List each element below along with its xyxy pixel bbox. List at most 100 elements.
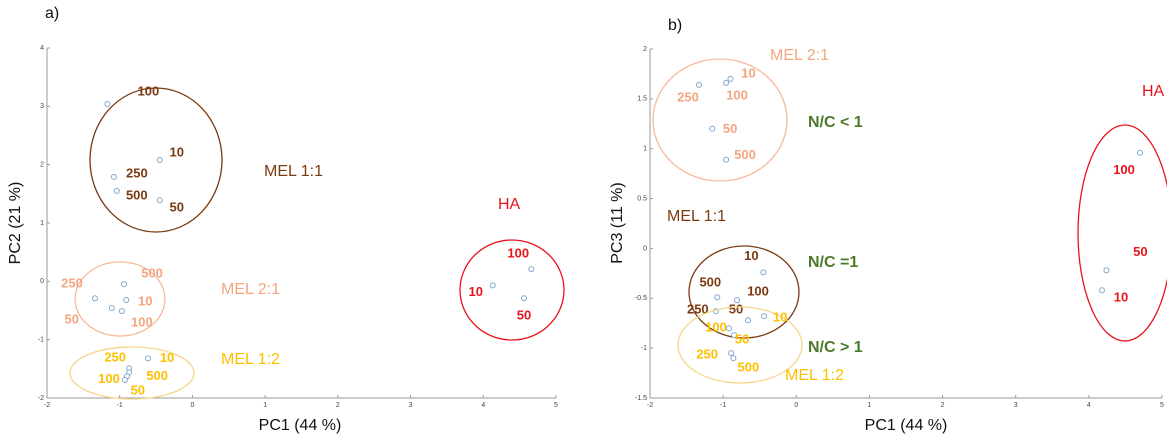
- y-tick-label: -2: [38, 395, 44, 402]
- y-tick-label: 0: [643, 245, 647, 252]
- point: [725, 325, 732, 332]
- point-label: 100: [705, 320, 727, 335]
- point-label: 10: [1114, 290, 1128, 305]
- point-label: 100: [747, 284, 769, 299]
- point: [723, 79, 730, 86]
- x-tick-label: 3: [1014, 402, 1018, 409]
- x-tick-label: 5: [554, 402, 558, 409]
- point: [731, 332, 738, 339]
- point-label: 100: [138, 83, 160, 98]
- y-tick-label: -1: [38, 337, 44, 344]
- point: [528, 266, 535, 273]
- x-tick-label: 1: [263, 402, 267, 409]
- x-tick-label: -2: [44, 402, 50, 409]
- group-name: MEL 1:2: [221, 351, 280, 368]
- point: [1137, 149, 1144, 156]
- panel-label: a): [45, 5, 59, 22]
- y-tick-label: 1: [643, 146, 647, 153]
- point: [104, 101, 111, 107]
- point-label: 500: [699, 275, 721, 290]
- point: [760, 269, 767, 276]
- point-label: 500: [738, 360, 760, 375]
- point-label: 100: [507, 246, 529, 261]
- panel-label: b): [668, 17, 682, 34]
- point-label: 250: [126, 165, 148, 180]
- point: [709, 125, 716, 132]
- group-ellipse: [1077, 124, 1167, 342]
- y-tick-label: 0: [40, 278, 44, 285]
- point: [121, 376, 128, 383]
- y-tick-label: 4: [40, 45, 44, 52]
- point-label: 100: [98, 371, 120, 386]
- point: [113, 187, 120, 194]
- point-label: 250: [696, 347, 718, 362]
- group-ellipse: [677, 306, 803, 384]
- y-axis-label: PC2 (21 %): [7, 182, 24, 265]
- annotation: N/C > 1: [808, 339, 863, 356]
- point: [734, 297, 741, 304]
- group-ellipse: [688, 245, 800, 339]
- point: [730, 355, 737, 362]
- group-name: HA: [1142, 83, 1165, 100]
- point: [110, 173, 117, 180]
- point: [108, 305, 115, 312]
- point: [1103, 267, 1110, 274]
- point: [118, 308, 125, 315]
- point: [121, 281, 128, 288]
- point: [1099, 287, 1106, 294]
- point-label: 10: [741, 65, 755, 80]
- group-name: MEL 1:2: [785, 367, 844, 384]
- y-tick-label: -0.5: [635, 295, 647, 302]
- y-tick-label: 0.5: [637, 195, 647, 202]
- x-tick-label: 4: [481, 402, 485, 409]
- point-label: 100: [131, 315, 153, 330]
- point: [521, 295, 528, 302]
- y-tick-label: 1.5: [637, 96, 647, 103]
- x-tick-label: -2: [647, 402, 653, 409]
- point: [714, 294, 721, 301]
- point: [91, 295, 98, 302]
- y-tick-label: 2: [643, 46, 647, 53]
- group-name: MEL 1:1: [264, 163, 323, 180]
- x-tick-label: 0: [794, 402, 798, 409]
- point-label: 250: [687, 302, 709, 317]
- y-axis-label: PC3 (11 %): [609, 182, 626, 264]
- group-name: MEL 2:1: [770, 47, 829, 64]
- y-tick-label: 3: [40, 103, 44, 110]
- point-label: 50: [723, 121, 737, 136]
- y-tick-label: 2: [40, 162, 44, 169]
- group-ellipse: [652, 58, 788, 182]
- annotation: N/C < 1: [808, 114, 863, 131]
- point: [723, 156, 730, 163]
- y-tick-label: -1: [641, 345, 647, 352]
- point: [727, 75, 734, 82]
- point-label: 10: [160, 350, 174, 365]
- annotation: N/C =1: [808, 254, 858, 271]
- point-label: 100: [1113, 162, 1135, 177]
- point-label: 500: [734, 147, 756, 162]
- group-ellipse: [69, 346, 195, 400]
- group-ellipse: [74, 261, 166, 337]
- group-ellipse: [89, 87, 223, 233]
- point-label: 500: [126, 187, 148, 202]
- point-label: 250: [61, 276, 83, 291]
- x-tick-label: 1: [867, 402, 871, 409]
- group-name: HA: [498, 196, 521, 213]
- group-ellipse: [459, 239, 565, 341]
- x-tick-label: 0: [190, 402, 194, 409]
- point-label: 10: [169, 144, 183, 159]
- x-tick-label: -1: [117, 402, 123, 409]
- point: [145, 355, 152, 362]
- x-axis-label: PC1 (44 %): [259, 417, 342, 434]
- point-label: 500: [141, 266, 163, 281]
- x-tick-label: 4: [1087, 402, 1091, 409]
- point: [745, 317, 752, 324]
- point-label: 50: [131, 382, 145, 397]
- point-label: 50: [169, 200, 183, 215]
- point: [761, 313, 768, 320]
- point-label: 10: [744, 248, 758, 263]
- point: [123, 297, 130, 303]
- point: [156, 157, 163, 163]
- x-tick-label: -1: [720, 402, 726, 409]
